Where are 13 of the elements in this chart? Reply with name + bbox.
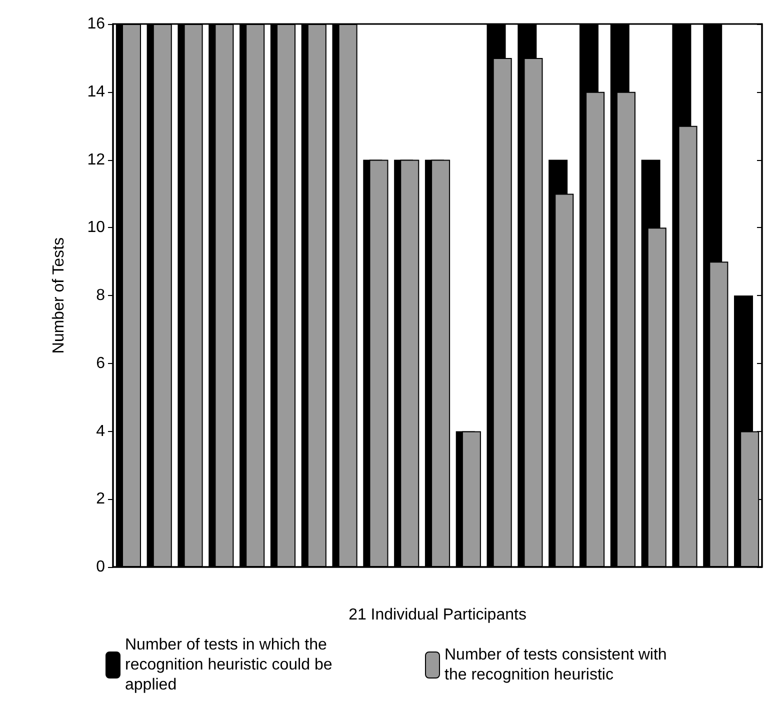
y-tick-label: 16	[87, 16, 106, 32]
y-tick-label: 10	[87, 219, 106, 236]
legend-label: Number of tests in which the recognition heuristic could be applied	[125, 636, 337, 694]
y-tick-label: 8	[96, 287, 106, 304]
y-tick-label: 2	[96, 490, 106, 508]
legend-label: Number of tests consistent with the recognition heuristic	[444, 646, 672, 684]
x-axis-title: 21 Individual Participants	[348, 606, 526, 624]
y-tick-label: 4	[96, 422, 106, 440]
y-tick-label: 0	[96, 558, 106, 576]
y-tick-label: 6	[96, 354, 106, 372]
y-tick-label: 14	[87, 83, 106, 100]
y-tick-label: 12	[87, 151, 106, 168]
y-axis-title: Number of Tests	[50, 237, 68, 354]
